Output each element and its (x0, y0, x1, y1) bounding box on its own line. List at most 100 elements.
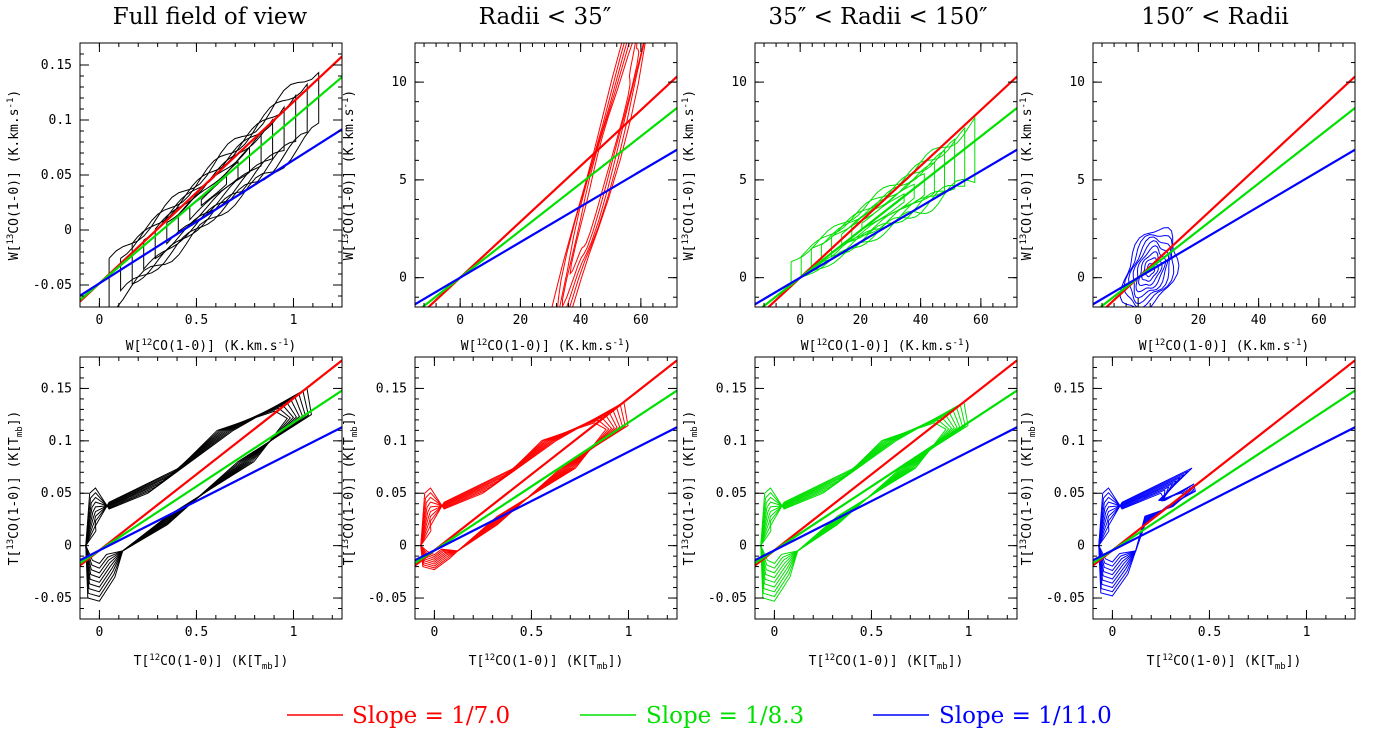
column-title-mid-radii: 35″ < Radii < 150″ (768, 4, 988, 30)
contour-line (760, 411, 958, 583)
y-tick-label: 0.05 (716, 486, 747, 501)
x-axis-label: T[12CO(1-0)] (K[Tmb]) (1147, 653, 1302, 672)
x-axis-label: W[12CO(1-0)] (K.km.s-1) (801, 338, 971, 354)
panel-r0-c2: 0 20 40 60 0 5 10 W[12CO(1-0)] (K.km.s-1) W[13CO… (681, 42, 1018, 354)
contour-line (557, 43, 645, 307)
x-axis-label: T[12CO(1-0)] (K[Tmb]) (134, 653, 289, 672)
contour-group (760, 401, 969, 602)
y-axis-label: T[13CO(1-0)] (K[Tmb]) (6, 411, 25, 566)
fit-line-red (80, 55, 342, 303)
contour-line (108, 71, 320, 307)
panel-frame (1092, 356, 1356, 620)
column-titles: Full field of view Radii < 35″ 35″ < Rad… (113, 4, 1289, 30)
y-tick-label: -0.05 (368, 591, 407, 606)
x-tick-label: 0 (456, 313, 464, 328)
y-tick-label: 5 (1077, 173, 1085, 188)
y-tick-label: 0.05 (41, 168, 72, 183)
y-tick-label: 10 (1069, 75, 1085, 90)
y-axis-label: W[13CO(1-0)] (K.km.s-1) (341, 90, 357, 260)
fit-line-blue (415, 426, 677, 562)
fit-line-blue (755, 148, 1017, 306)
y-tick-label: 0 (739, 539, 747, 554)
y-axis-label: T[13CO(1-0)] (K[Tmb]) (681, 411, 700, 566)
legend-label-red: Slope = 1/7.0 (352, 703, 510, 729)
x-tick-label: 0 (1134, 313, 1142, 328)
panel-frame (79, 356, 343, 620)
contour-line (760, 417, 953, 574)
x-tick-label: 1 (625, 625, 633, 640)
fit-lines (415, 75, 677, 307)
contour-line (85, 396, 304, 588)
legend-label-blue: Slope = 1/11.0 (939, 703, 1112, 729)
x-tick-label: 0 (95, 313, 103, 328)
fit-lines (80, 359, 342, 567)
fit-line-green (1093, 389, 1355, 565)
fit-line-red (1093, 359, 1355, 567)
y-tick-label: 0 (739, 271, 747, 286)
contour-line (85, 401, 298, 579)
contour-line (200, 175, 227, 207)
y-tick-label: 0.15 (716, 381, 747, 396)
y-tick-label: 0.15 (41, 381, 72, 396)
contour-line (420, 403, 626, 569)
contour-line (85, 393, 306, 593)
y-tick-label: 0 (399, 539, 407, 554)
x-tick-label: 0 (95, 625, 103, 640)
panel-frame (414, 356, 678, 620)
y-tick-label: 0.15 (1054, 381, 1085, 396)
x-tick-label: 20 (853, 313, 869, 328)
y-tick-label: 0.1 (724, 434, 747, 449)
y-tick-label: -0.05 (33, 591, 72, 606)
y-tick-label: 0.15 (376, 381, 407, 396)
panel-r0-c1: 0 20 40 60 0 5 10 W[12CO(1-0)] (K.km.s-1) W[13CO… (341, 42, 678, 354)
fit-lines (415, 359, 677, 567)
column-title-inner-radii: Radii < 35″ (479, 4, 612, 30)
x-tick-label: 40 (573, 313, 589, 328)
contour-line (551, 43, 646, 307)
x-tick-label: 40 (913, 313, 929, 328)
x-axis-label: W[12CO(1-0)] (K.km.s-1) (1139, 338, 1309, 354)
y-tick-label: 0.05 (1054, 486, 1085, 501)
contour-line (85, 387, 312, 602)
x-tick-label: 0 (796, 313, 804, 328)
fit-line-blue (755, 426, 1017, 562)
contour-line (85, 399, 301, 583)
fit-line-red (755, 359, 1017, 567)
fit-line-red (415, 359, 677, 567)
y-tick-label: 0.05 (41, 486, 72, 501)
y-axis-label: T[13CO(1-0)] (K[Tmb]) (341, 411, 360, 566)
panel-frame (754, 356, 1018, 620)
x-tick-label: 1 (290, 313, 298, 328)
y-tick-label: 0.1 (1062, 434, 1085, 449)
x-tick-label: 0 (1108, 625, 1116, 640)
x-axis-label: W[12CO(1-0)] (K.km.s-1) (126, 338, 296, 354)
column-title-full-field: Full field of view (113, 4, 308, 30)
contour-line (420, 409, 621, 565)
y-tick-label: -0.05 (33, 278, 72, 293)
x-tick-label: 0.5 (860, 625, 883, 640)
fit-line-blue (415, 148, 677, 306)
contour-line (143, 105, 285, 271)
fit-line-blue (80, 128, 342, 297)
panel-frame (754, 42, 1018, 308)
fit-line-blue (80, 426, 342, 562)
contour-group (551, 43, 646, 307)
panel-r1-c1: 0 0.5 1 -0.05 0 0.05 0.1 0.15 T[12CO(1-0)] (K[Tm… (341, 356, 678, 672)
y-tick-label: 10 (731, 75, 747, 90)
contour-line (420, 406, 624, 567)
panel-frame (414, 42, 678, 308)
x-tick-label: 60 (973, 313, 989, 328)
contour-line (760, 406, 964, 593)
contour-line (85, 410, 289, 565)
y-axis-label: W[13CO(1-0)] (K.km.s-1) (6, 90, 22, 260)
fit-line-green (415, 389, 677, 565)
x-tick-label: 40 (1251, 313, 1267, 328)
x-tick-label: 1 (965, 625, 973, 640)
contour-line (85, 407, 292, 569)
y-tick-label: 0 (1077, 539, 1085, 554)
fit-lines (1093, 75, 1355, 307)
y-tick-label: 0 (64, 223, 72, 238)
panel-r0-c0: 0 0.5 1 -0.05 0 0.05 0.1 0.15 W[12CO(1-0)] (K.km… (6, 42, 343, 354)
y-tick-label: 0 (64, 539, 72, 554)
